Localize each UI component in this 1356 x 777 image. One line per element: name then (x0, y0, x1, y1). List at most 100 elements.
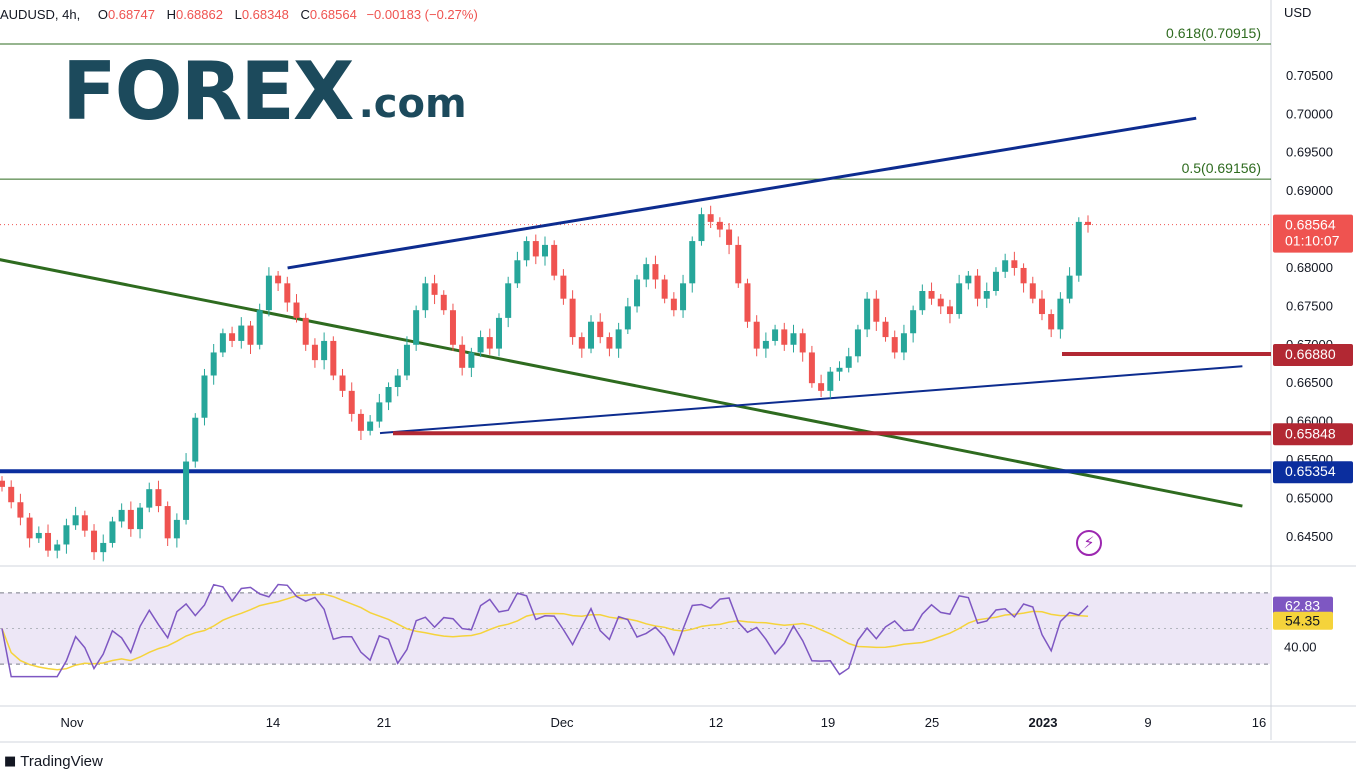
candle-body (201, 375, 208, 418)
candle (109, 516, 116, 548)
candle-body (744, 283, 751, 322)
candle-body (928, 291, 935, 299)
price-tick-label: 0.64500 (1286, 529, 1333, 544)
candle (726, 223, 733, 255)
candle-body (974, 275, 981, 299)
candle (1057, 292, 1064, 339)
rsi-line (1, 583, 1089, 678)
candle (1048, 309, 1055, 338)
candle-body (900, 333, 907, 353)
candle (0, 476, 5, 492)
candle-body (634, 279, 641, 307)
candle-body (109, 521, 116, 543)
level-badge-0.65848: 0.65848 (1273, 423, 1353, 446)
close-value: 0.68564 (309, 7, 357, 22)
candle (26, 512, 33, 548)
level-badge-0.65354-bg (1273, 461, 1353, 484)
candle (1085, 215, 1091, 233)
candle (514, 251, 521, 288)
candle-body (1066, 275, 1073, 299)
candle (532, 234, 539, 265)
time-tick-label: 2023 (1029, 715, 1058, 730)
candle-body (339, 375, 346, 391)
candle (192, 413, 199, 468)
price-tick-label: 0.69500 (1286, 145, 1333, 160)
candle-body (45, 532, 52, 551)
currency-label[interactable]: USD (1284, 5, 1312, 20)
candle (505, 276, 512, 328)
candle-body (91, 530, 98, 553)
candle (376, 393, 383, 428)
low-label: L (234, 7, 242, 22)
candle (35, 526, 42, 543)
close-label: C (300, 7, 310, 22)
candle-body (54, 544, 61, 551)
candle (449, 303, 456, 351)
candle (321, 332, 328, 370)
candle (781, 322, 788, 351)
candle-body (726, 229, 733, 245)
candle (818, 374, 825, 397)
candle-body (753, 321, 760, 349)
candle-body (606, 337, 613, 349)
candle-body (946, 306, 953, 315)
candle (864, 292, 871, 338)
candle-body (588, 321, 595, 349)
downtrend-line (0, 258, 1243, 508)
candle-body (330, 340, 337, 376)
candle-body (81, 515, 88, 531)
candle (799, 328, 806, 362)
candle (1002, 253, 1009, 278)
candle (689, 236, 696, 293)
candle (440, 290, 447, 315)
logo-suffix-text: .com (358, 81, 467, 127)
logo-main-text: FOREX (62, 45, 355, 138)
candle (394, 368, 401, 397)
time-tick-label: 14 (266, 715, 280, 730)
candle (91, 524, 98, 560)
candle (523, 236, 530, 267)
candle (919, 284, 926, 315)
candle (256, 303, 263, 350)
candle (882, 317, 889, 342)
level-badge-0.65848-bg (1273, 423, 1353, 446)
candle (680, 274, 687, 318)
rsi-tick-label: 40.00 (1284, 639, 1317, 654)
candle-body (781, 329, 788, 345)
candle-body (643, 264, 650, 280)
candle (45, 524, 52, 557)
candle (247, 320, 254, 354)
candle (698, 207, 705, 246)
candle (983, 282, 990, 308)
candle-body (937, 298, 944, 307)
candle-body (229, 333, 236, 341)
time-tick-label: 12 (709, 715, 723, 730)
candle (569, 290, 576, 345)
candle (275, 271, 282, 291)
candle-body (17, 502, 24, 518)
candle (385, 382, 392, 411)
candle (127, 501, 134, 537)
candle (965, 271, 972, 290)
rsi-ma-line (1, 593, 1089, 671)
candle-body (1002, 260, 1009, 272)
candle-body (799, 333, 806, 353)
candle (1020, 263, 1027, 293)
symbol-label[interactable]: AUDUSD, 4h, (0, 7, 81, 22)
candle (293, 294, 300, 323)
candle-body (477, 337, 484, 353)
last-price-badge-bg (1273, 214, 1353, 253)
open-value: 0.68747 (107, 7, 155, 22)
candle-body (569, 298, 576, 338)
level-badge-0.65848-text: 0.65848 (1285, 425, 1336, 441)
lightning-icon[interactable]: ⚡ (1076, 530, 1102, 556)
rsi-value-badge: 62.83 (1273, 596, 1333, 615)
candle (468, 347, 475, 378)
candle-body (1085, 221, 1091, 225)
candle-body (459, 344, 466, 368)
candle (560, 269, 567, 305)
candle-body (624, 306, 631, 330)
candle (201, 368, 208, 426)
tradingview-brand[interactable]: ■ TradingView (4, 753, 103, 770)
